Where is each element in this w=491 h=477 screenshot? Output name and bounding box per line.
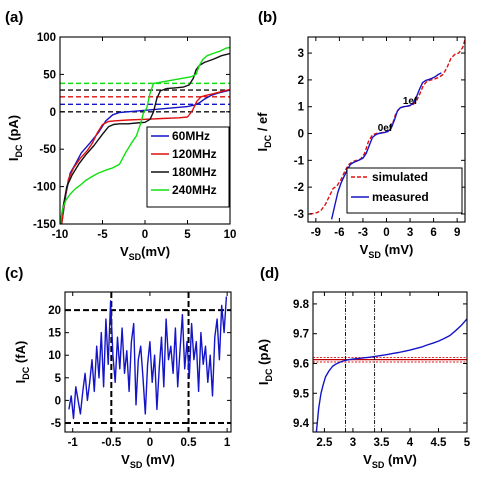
panel-label: (c) (5, 265, 23, 282)
y-tick-label: -50 (39, 144, 56, 156)
y-tick-label: 0 (298, 129, 304, 141)
x-tick-label: 6 (430, 227, 436, 239)
panel-label: (b) (258, 9, 277, 26)
x-axis-label: VSD (mV) (121, 452, 175, 470)
legend-entry: measured (372, 190, 429, 204)
x-axis-label: VSD (mV) (363, 452, 417, 470)
legend-entry: 180MHz (172, 165, 217, 179)
x-tick-label: 0 (142, 229, 148, 241)
y-tick-label: 15 (48, 328, 61, 340)
y-tick-label: 3 (298, 48, 304, 60)
legend-entry: 120MHz (172, 147, 217, 161)
y-tick-label: -1 (294, 155, 305, 167)
x-tick-label: -9 (311, 227, 321, 239)
legend: 60MHz 120MHz 180MHz 240MHz (146, 126, 230, 208)
y-tick-label: 9.8 (293, 299, 310, 311)
panel-4: 2.5 3 3.5 4 4.5 5 9.4 9.5 9.6 9.7 9.8 (d) VSD (mV) ID… (256, 265, 471, 470)
y-tick-label: -5 (51, 418, 62, 430)
series-line-1 (68, 296, 228, 420)
x-tick-label: -1 (68, 437, 79, 449)
y-tick-label: 10 (48, 350, 61, 362)
y-tick-label: 9.4 (293, 418, 310, 430)
y-tick-label: 9.5 (293, 388, 310, 400)
series-line-1 (315, 318, 467, 432)
y-tick-label: 9.7 (293, 329, 309, 341)
x-tick-label: -5 (97, 229, 108, 241)
x-tick-label: 4 (407, 437, 414, 449)
series-line-120MHz (61, 88, 230, 224)
y-tick-label: 100 (37, 32, 56, 44)
plot-area (313, 292, 467, 432)
panel-1: -10 -5 0 5 10-150-100-50050100(a)VSD(mV)IDC … (5, 9, 236, 262)
plot-area (60, 46, 230, 224)
x-tick-label: -6 (334, 227, 344, 239)
legend-box (346, 167, 463, 214)
y-tick-label: 1 (298, 102, 305, 114)
panel-label: (a) (5, 9, 23, 26)
plot-area (65, 292, 231, 432)
x-axis-label: VSD (mV) (360, 242, 414, 260)
x-axis-label: VSD(mV) (120, 244, 170, 262)
x-tick-label: 4.5 (430, 437, 447, 449)
y-tick-label: 50 (43, 69, 56, 81)
x-tick-label: 10 (224, 229, 237, 241)
x-tick-label: 9 (454, 227, 460, 239)
x-tick-label: 5 (464, 437, 471, 449)
y-tick-label: 0 (55, 395, 61, 407)
y-tick-label: -150 (33, 219, 56, 231)
x-tick-label: 0 (383, 227, 389, 239)
y-axis-label: IDC (fA) (13, 341, 31, 384)
x-tick-label: 5 (184, 229, 191, 241)
y-tick-label: 9.6 (293, 358, 309, 370)
panel-label: (d) (260, 265, 279, 282)
legend-entry: 240MHz (172, 183, 217, 197)
series-line-measured (330, 72, 442, 220)
x-tick-label: -3 (358, 227, 368, 239)
x-tick-label: 3 (350, 437, 356, 449)
legend-entry: 60MHz (172, 129, 210, 143)
y-axis-label: IDC (pA) (256, 339, 274, 385)
plot-area (309, 39, 465, 220)
x-tick-label: -0.5 (101, 437, 121, 449)
plot-frame (64, 291, 232, 433)
plot-frame (312, 291, 468, 433)
series-line-240MHz (60, 46, 230, 224)
annotation: 1ef (403, 96, 418, 107)
legend-entry: simulated (372, 170, 428, 184)
x-tick-label: 1 (224, 437, 231, 449)
y-tick-label: -2 (294, 182, 304, 194)
x-tick-label: 2.5 (316, 437, 333, 449)
y-tick-label: -100 (33, 182, 56, 194)
legend: simulated measured (346, 167, 463, 214)
series-line-180MHz (60, 52, 230, 224)
x-tick-label: 3.5 (373, 437, 390, 449)
x-tick-label: 3 (407, 227, 413, 239)
y-tick-label: 5 (55, 373, 62, 385)
panel-3: -1 -0.5 0 0.5 1 -5 0 5 10 15 20 (c) VSD (mV) IDC (fA) (5, 265, 232, 470)
y-axis-label: IDC (pA) (6, 115, 24, 161)
x-tick-label: 0.5 (181, 437, 198, 449)
y-tick-label: -3 (294, 209, 304, 221)
x-tick-label: -10 (52, 229, 69, 241)
y-axis-label: IDC / ef (255, 112, 273, 152)
legend-box (146, 126, 230, 208)
y-tick-label: 2 (298, 75, 304, 87)
y-tick-label: 0 (50, 107, 56, 119)
y-tick-label: 20 (48, 305, 61, 317)
x-tick-label: 0 (147, 437, 153, 449)
panel-2: -9 -6 -3 0 3 6 9 -3 -2 -1 0 1 2 3 (b) VSD (mV) IDC / ef 0… (255, 9, 466, 260)
annotation: 0ef (378, 123, 393, 134)
